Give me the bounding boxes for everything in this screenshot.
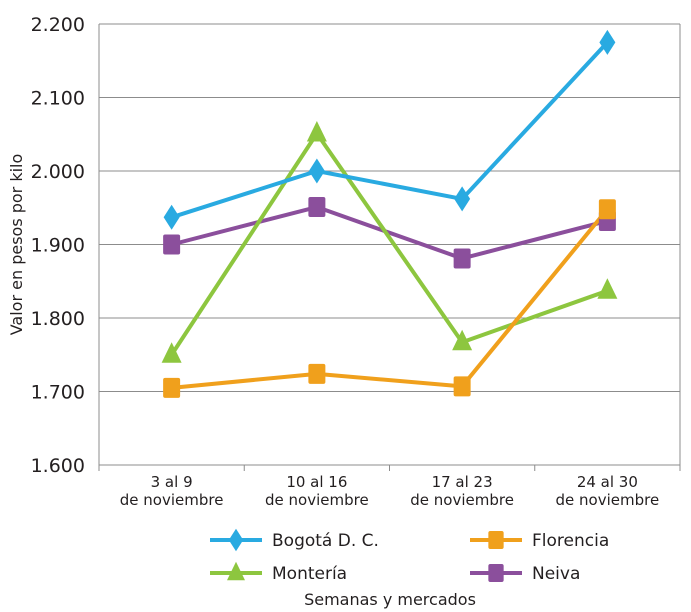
y-tick-label: 2.200 (31, 14, 85, 36)
series-line (169, 131, 609, 356)
diamond-marker (308, 158, 325, 184)
square-marker (453, 248, 471, 269)
x-tick-label: 24 al 30 de noviembre (556, 473, 660, 509)
triangle-marker (227, 561, 245, 581)
x-tick-label: 17 al 23 de noviembre (410, 473, 514, 509)
series-lines (169, 41, 609, 390)
square-marker (598, 199, 616, 220)
square-marker (308, 197, 326, 218)
x-tick-label-line: de noviembre (556, 491, 660, 509)
x-tick-label-line: de noviembre (265, 491, 369, 509)
gridlines (99, 23, 680, 466)
y-tick-label: 2.000 (31, 161, 85, 183)
triangle-marker (597, 278, 618, 299)
series-line (171, 41, 609, 220)
square-marker (308, 363, 326, 384)
square-marker (163, 234, 181, 255)
x-tick-label: 3 al 9 de noviembre (120, 473, 224, 509)
triangle-marker (161, 342, 182, 363)
x-tick-label-line: 24 al 30 (577, 473, 638, 491)
y-tick-label: 2.100 (31, 88, 85, 110)
series-line (171, 207, 609, 390)
x-tick-label-line: de noviembre (410, 491, 514, 509)
triangle-marker (452, 329, 473, 351)
y-tick-label: 1.700 (31, 382, 85, 404)
series-markers (161, 29, 618, 398)
y-tick-label: 1.800 (31, 308, 85, 330)
legend-label: Montería (272, 564, 347, 584)
legend-label: Neiva (532, 564, 580, 584)
diamond-marker (163, 204, 180, 230)
axes (98, 24, 681, 471)
legend-label: Bogotá D. C. (272, 531, 379, 551)
diamond-marker (454, 186, 471, 212)
diamond-marker (599, 29, 616, 55)
legend-label: Florencia (532, 531, 609, 551)
square-marker (453, 376, 471, 397)
x-tick-label-line: 17 al 23 (432, 473, 493, 491)
x-tick-label-line: de noviembre (120, 491, 224, 509)
square-marker (163, 377, 181, 398)
y-axis-label: Valor en pesos por kilo (7, 154, 26, 336)
square-marker (488, 564, 504, 582)
legend: Bogotá D. C. Florencia Montería Neiva (210, 528, 609, 584)
diamond-marker (228, 528, 244, 552)
y-tick-labels: 1.600 1.700 1.800 1.900 2.000 2.100 2.200 (31, 14, 85, 477)
y-tick-label: 1.900 (31, 235, 85, 257)
x-tick-label: 10 al 16 de noviembre (265, 473, 369, 509)
x-axis-label: Semanas y mercados (304, 590, 476, 609)
triangle-marker (306, 121, 327, 142)
series-line (171, 205, 608, 261)
square-marker (488, 531, 504, 549)
x-tick-label-line: 10 al 16 (286, 473, 347, 491)
x-tick-label-line: 3 al 9 (151, 473, 193, 491)
y-tick-label: 1.600 (31, 455, 85, 477)
